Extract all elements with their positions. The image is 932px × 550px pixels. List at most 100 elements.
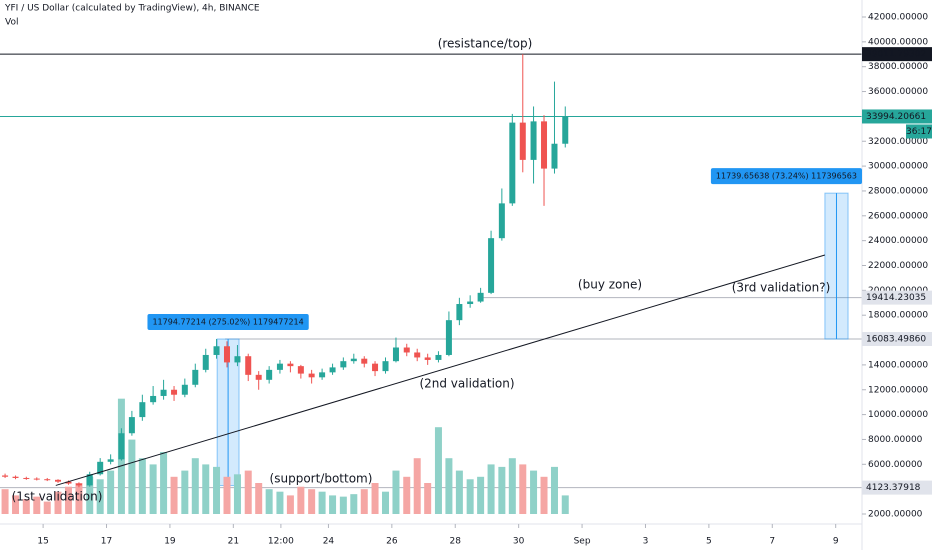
volume-bar: [519, 464, 527, 514]
annotation: (1st validation): [12, 490, 103, 504]
volume-bar: [86, 476, 94, 514]
candle-body: [445, 320, 452, 355]
x-tick-label: 12:00: [268, 537, 294, 547]
candle-body: [107, 459, 114, 462]
volume-bar: [540, 476, 548, 514]
candle-body: [488, 238, 495, 293]
candle-body: [509, 122, 516, 204]
chart-title: YFI / US Dollar (calculated by TradingVi…: [4, 4, 260, 14]
price-tag: [862, 290, 932, 305]
candle-body: [75, 483, 82, 486]
candle-body: [340, 361, 347, 368]
y-tick-label: 42000.00000: [868, 13, 928, 23]
candle-body: [498, 203, 505, 239]
measure-label: 11794.77214 (275.02%) 1179477214: [152, 318, 303, 327]
price-tag: [862, 47, 932, 62]
volume-bar: [339, 496, 347, 514]
candle-body: [139, 402, 146, 418]
candle-body: [319, 372, 326, 378]
measure-label: 11739.65638 (73.24%) 117396563: [716, 172, 857, 181]
volume-bar: [550, 466, 558, 514]
x-tick-label: 19: [164, 537, 176, 547]
volume-bar: [445, 458, 453, 514]
candle-body: [551, 143, 558, 169]
x-tick-label: 24: [323, 537, 335, 547]
volume-bar: [286, 495, 294, 514]
volume-bar: [350, 494, 358, 514]
candle-body: [541, 121, 548, 169]
volume-bar: [413, 458, 421, 514]
price-tag-label: 16083.49860: [866, 335, 926, 345]
measure-label-box: [710, 168, 862, 185]
countdown: 36:17: [906, 127, 932, 137]
candle-body: [403, 347, 410, 353]
candle-body: [562, 116, 569, 144]
candle-body: [150, 395, 157, 403]
volume-bar: [498, 466, 506, 514]
y-tick-label: 14000.00000: [868, 360, 928, 370]
measure-label-box: [147, 314, 309, 331]
candle-body: [33, 478, 40, 480]
x-tick-label: 3: [643, 537, 649, 547]
trendline: [55, 254, 826, 486]
plot: [0, 53, 862, 514]
volume-bar: [213, 466, 221, 514]
volume-bar: [43, 501, 51, 514]
candle-body: [372, 363, 379, 372]
volume-bar: [138, 458, 146, 514]
candle-body: [2, 475, 9, 477]
volume-bar: [434, 427, 442, 514]
volume-bar: [75, 483, 83, 514]
y-tick-label: 24000.00000: [868, 236, 928, 246]
volume-bar: [392, 470, 400, 514]
volume-bar: [233, 474, 241, 514]
volume-bar: [96, 479, 104, 514]
volume-bar: [297, 486, 305, 514]
candle-body: [171, 389, 178, 395]
candle-body: [477, 292, 484, 302]
candle-body: [361, 358, 368, 364]
y-tick-label: 36000.00000: [868, 87, 928, 97]
candle-body: [329, 367, 336, 373]
volume-bar: [170, 476, 178, 514]
candle-body: [424, 357, 431, 360]
volume-bar: [371, 483, 379, 514]
candle-body: [266, 369, 273, 380]
volume-bar: [318, 491, 326, 514]
volume-bar: [424, 483, 432, 514]
x-tick-label: 9: [833, 537, 839, 547]
candle-body: [86, 474, 93, 486]
candle-body: [181, 384, 188, 395]
volume-bar: [487, 464, 495, 514]
volume-bar: [276, 491, 284, 514]
candle-body: [245, 356, 252, 375]
volume-bar: [508, 458, 516, 514]
price-tag-label: 39011.79302: [866, 50, 926, 60]
y-tick-label: 22000.00000: [868, 261, 928, 271]
candle-body: [435, 354, 442, 360]
volume-bar: [12, 495, 20, 514]
y-tick-label: 18000.00000: [868, 311, 928, 321]
y-tick-label: 12000.00000: [868, 385, 928, 395]
candle-body: [350, 358, 357, 362]
volume-bar: [360, 489, 368, 514]
x-tick-label: 5: [706, 537, 712, 547]
annotation: (resistance/top): [438, 37, 533, 51]
volume-bar: [202, 464, 210, 514]
volume-bar: [128, 439, 136, 514]
y-tick-label: 26000.00000: [868, 211, 928, 221]
candle-body: [519, 122, 526, 160]
volume-label: Vol: [5, 18, 18, 28]
y-tick-label: 28000.00000: [868, 186, 928, 196]
candle-body: [255, 374, 262, 380]
volume-bar: [329, 495, 337, 514]
volume-bar: [22, 499, 30, 514]
candle-body: [456, 304, 463, 321]
candle-body: [12, 476, 19, 478]
volume-bar: [244, 470, 252, 514]
x-tick-label: 15: [37, 537, 48, 547]
volume-bar: [455, 470, 463, 514]
candle-body: [65, 481, 72, 484]
